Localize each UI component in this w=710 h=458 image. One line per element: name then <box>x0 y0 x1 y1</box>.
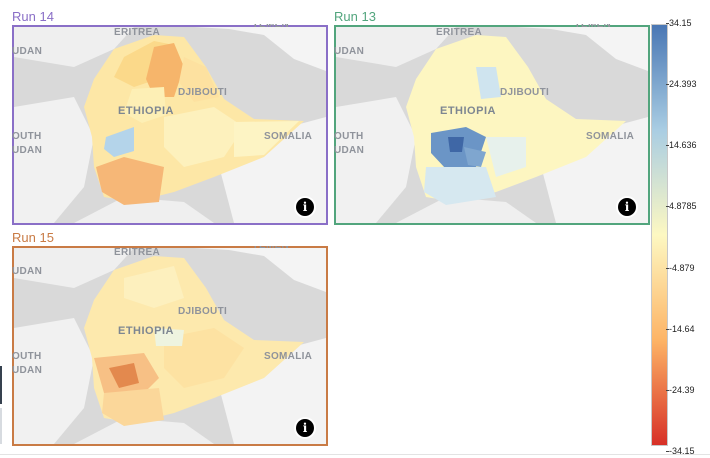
label-sudan: UDAN <box>12 46 43 57</box>
label-south: OUTH <box>334 131 364 142</box>
legend-tick-label: -14.64 <box>666 323 695 334</box>
panel-title-run13: Run 13 <box>334 9 376 24</box>
legend-tick-label: 34.15 <box>666 18 692 28</box>
legend-tick-label: 14.636 <box>666 140 697 151</box>
label-south-sudan: UDAN <box>12 365 43 376</box>
label-ethiopia: ETHIOPIA <box>118 325 174 337</box>
land-north <box>14 27 326 71</box>
land-south-sudan <box>14 97 94 223</box>
label-eritrea: ERITREA <box>114 247 160 258</box>
legend-tick-label: -4.879 <box>666 262 695 273</box>
color-scale-legend <box>651 24 668 446</box>
legend-tick-label: 24.393 <box>666 79 697 90</box>
label-ethiopia: ETHIOPIA <box>118 105 174 117</box>
label-djibouti: DJIBOUTI <box>500 87 550 98</box>
panel-title-run15: Run 15 <box>12 230 54 245</box>
map-svg-run13 <box>336 27 648 223</box>
map-svg-run14 <box>14 27 326 223</box>
panel-title-run14: Run 14 <box>12 9 54 24</box>
legend-tick-label: -34.15 <box>666 446 695 456</box>
label-somalia: SOMALIA <box>586 131 635 142</box>
map-panel-run13[interactable] <box>334 25 650 225</box>
label-somalia: SOMALIA <box>264 131 313 142</box>
label-sudan: UDAN <box>334 46 365 57</box>
side-scroll-tab[interactable] <box>0 366 2 404</box>
label-somalia: SOMALIA <box>264 351 313 362</box>
label-yemen: YEMEN <box>574 19 612 30</box>
land-kenya <box>74 197 214 223</box>
label-south: OUTH <box>12 351 42 362</box>
info-icon-run14[interactable]: i <box>296 198 314 216</box>
label-eritrea: ERITREA <box>114 27 160 38</box>
legend-tick-label: -24.39 <box>666 384 695 395</box>
land-sudan <box>14 27 134 67</box>
bottom-divider <box>0 454 710 455</box>
label-djibouti: DJIBOUTI <box>178 306 228 317</box>
label-south-sudan: UDAN <box>12 145 43 156</box>
ethiopia-choropleth <box>84 35 304 205</box>
label-south: OUTH <box>12 131 42 142</box>
label-sudan: UDAN <box>12 266 43 277</box>
label-djibouti: DJIBOUTI <box>178 87 228 98</box>
map-panel-run15[interactable] <box>12 246 328 446</box>
map-panel-run14[interactable] <box>12 25 328 225</box>
info-icon-run13[interactable]: i <box>618 198 636 216</box>
label-south-sudan: UDAN <box>334 145 365 156</box>
side-tab-secondary[interactable] <box>0 408 2 444</box>
legend-tick-label: 4.8785 <box>666 201 697 212</box>
ethiopia-choropleth <box>84 256 304 426</box>
label-yemen: YEMEN <box>252 240 290 251</box>
map-svg-run15 <box>14 248 326 444</box>
info-icon-run15[interactable]: i <box>296 419 314 437</box>
ethiopia-choropleth <box>406 35 626 205</box>
label-eritrea: ERITREA <box>436 27 482 38</box>
label-ethiopia: ETHIOPIA <box>440 105 496 117</box>
label-yemen: YEMEN <box>252 19 290 30</box>
